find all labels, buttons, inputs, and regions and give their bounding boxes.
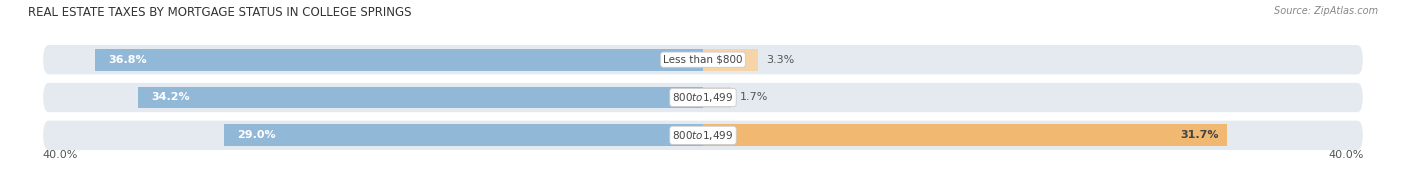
Text: Source: ZipAtlas.com: Source: ZipAtlas.com — [1274, 6, 1378, 16]
Text: 1.7%: 1.7% — [740, 92, 768, 103]
FancyBboxPatch shape — [42, 82, 1364, 113]
Text: $800 to $1,499: $800 to $1,499 — [672, 129, 734, 142]
Bar — [138, 87, 703, 108]
Text: 31.7%: 31.7% — [1180, 130, 1219, 140]
Bar — [703, 49, 758, 71]
Bar — [703, 87, 731, 108]
Bar — [96, 49, 703, 71]
Bar — [703, 124, 1226, 146]
Text: $800 to $1,499: $800 to $1,499 — [672, 91, 734, 104]
Text: 36.8%: 36.8% — [108, 55, 146, 65]
Bar — [224, 124, 703, 146]
Text: REAL ESTATE TAXES BY MORTGAGE STATUS IN COLLEGE SPRINGS: REAL ESTATE TAXES BY MORTGAGE STATUS IN … — [28, 6, 412, 19]
Text: 40.0%: 40.0% — [1329, 150, 1364, 160]
Text: Less than $800: Less than $800 — [664, 55, 742, 65]
Text: 34.2%: 34.2% — [152, 92, 190, 103]
Text: 29.0%: 29.0% — [238, 130, 276, 140]
FancyBboxPatch shape — [42, 44, 1364, 75]
FancyBboxPatch shape — [42, 120, 1364, 151]
Text: 40.0%: 40.0% — [42, 150, 77, 160]
Text: 3.3%: 3.3% — [766, 55, 794, 65]
